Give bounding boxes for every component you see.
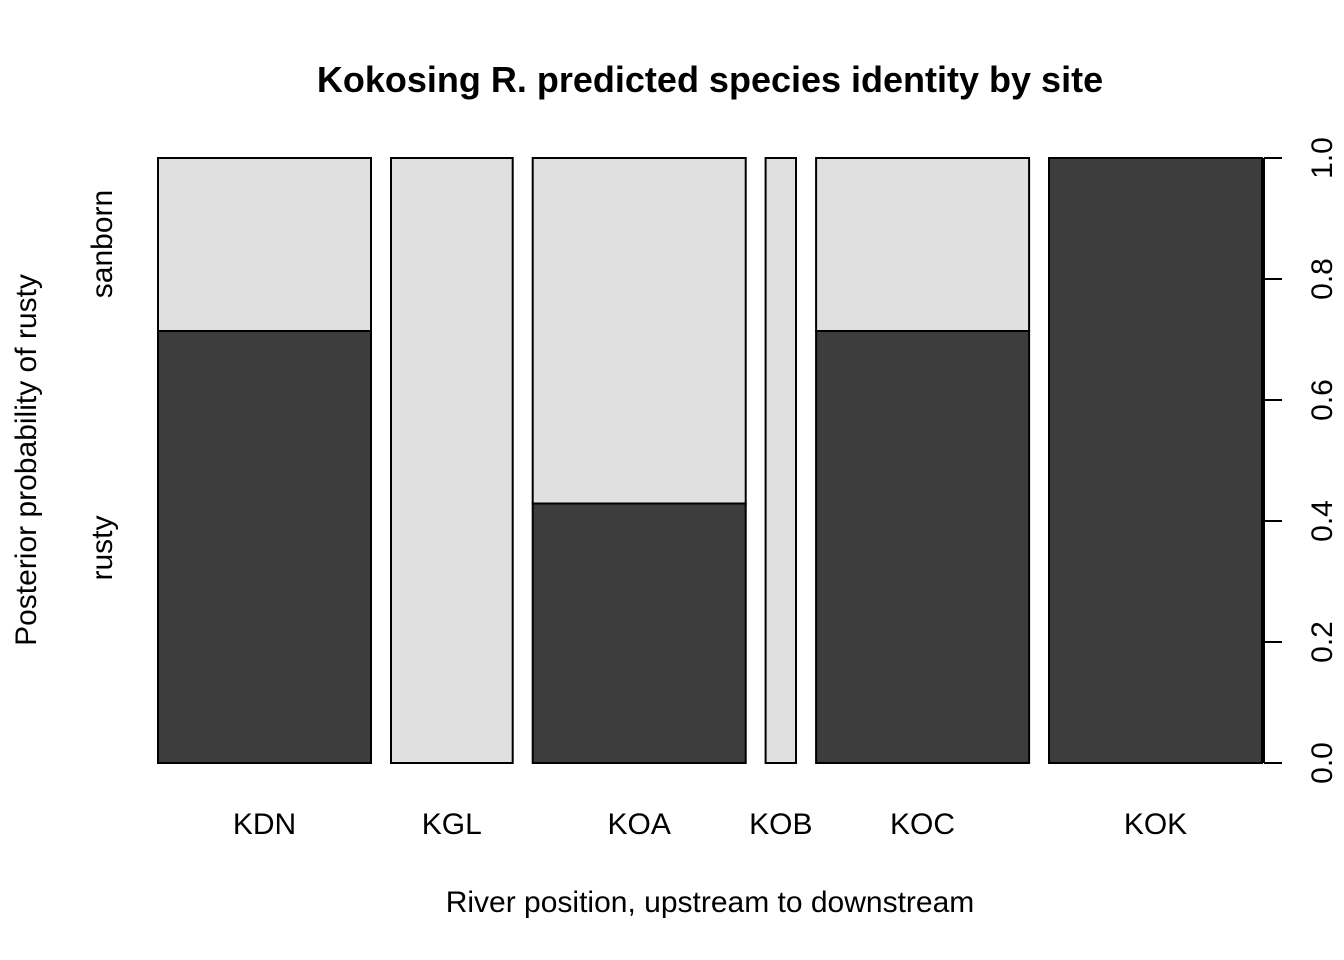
x-axis-label: River position, upstream to downstream (446, 886, 975, 919)
x-tick-label-kob: KOB (749, 808, 812, 841)
y-tick-label: 1.0 (1306, 137, 1339, 179)
bar-koc-rusty (815, 330, 1031, 764)
y-tick-label: 0.6 (1306, 379, 1339, 421)
x-tick-label-koa: KOA (608, 808, 671, 841)
y-tick-label: 0.2 (1306, 621, 1339, 663)
bar-koa-sanborn (531, 157, 747, 505)
y-axis-label: Posterior probability of rusty (10, 274, 43, 646)
bar-kok-rusty (1048, 157, 1263, 764)
bar-kgl-sanborn (390, 157, 514, 764)
x-tick-label-koc: KOC (890, 808, 955, 841)
x-tick-label-kdn: KDN (233, 808, 296, 841)
y-tick-label: 0.4 (1306, 500, 1339, 542)
bar-koc-sanborn (815, 157, 1031, 332)
series-label-sanborn: sanborn (86, 190, 119, 298)
bar-kdn-sanborn (157, 157, 372, 332)
x-tick-label-kok: KOK (1124, 808, 1187, 841)
bar-kob-sanborn (764, 157, 797, 764)
y-tick-label: 0.0 (1306, 742, 1339, 784)
x-tick-labels: KDN KGL KOA KOB KOC KOK (233, 808, 1187, 841)
right-y-axis: 0.0 0.2 0.4 0.6 0.8 1.0 (1263, 137, 1339, 784)
chart-title: Kokosing R. predicted species identity b… (317, 59, 1103, 100)
bars-group (157, 157, 1263, 764)
y-tick-label: 0.8 (1306, 258, 1339, 300)
series-label-rusty: rusty (86, 515, 119, 580)
bar-kdn-rusty (157, 330, 372, 764)
bar-koa-rusty (531, 502, 747, 764)
x-tick-label-kgl: KGL (422, 808, 482, 841)
